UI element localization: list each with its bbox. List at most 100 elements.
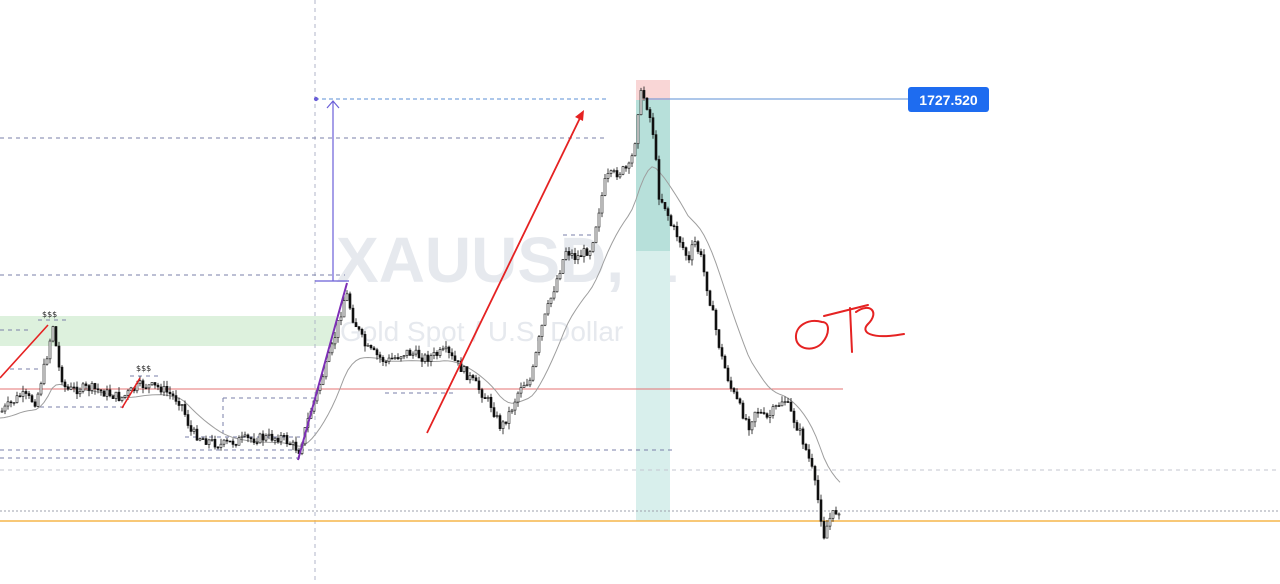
candle-body [384,361,388,363]
measure-arrowhead [326,100,340,109]
measure-tool[interactable] [313,96,350,282]
candle-body [525,384,529,387]
candle-body [807,449,811,459]
candle-body [834,510,838,515]
candle-body [231,440,235,445]
candle-body [432,352,436,356]
candle-body [594,226,598,243]
candle-body [294,441,298,451]
candle-body [9,401,13,404]
candle-body [462,366,466,372]
candle-body [15,395,19,403]
candle-body [153,382,157,386]
candle-body [792,410,796,423]
candle-body [831,510,835,519]
candle-body [687,255,691,261]
candle-body [210,439,214,441]
candle-body [414,349,418,355]
candle-body [828,517,832,527]
candle-body [147,384,151,389]
candle-body [816,479,820,501]
candle-body [717,329,721,348]
candle-body [180,404,184,406]
candle-body [57,345,61,368]
candle-body [18,395,22,398]
candle-body [144,387,148,389]
candle-body [321,376,325,385]
candle-body [543,313,547,326]
candle-body [780,401,784,407]
candle-body [597,212,601,228]
candle-body [654,134,658,160]
candle-body [282,435,286,437]
candle-body [12,402,16,404]
candle-body [468,375,472,381]
candle-body [627,162,631,169]
candle-body [120,396,124,401]
candle-body [789,401,793,412]
candle-body [474,377,478,382]
candle-body [279,435,283,443]
candle-body [456,360,460,362]
candle-body [804,443,808,450]
price-tag[interactable]: 1727.520 [908,87,989,112]
candle-body [336,320,340,339]
candle-body [582,248,586,258]
candle-body [762,412,766,414]
candle-body [642,90,646,99]
candle-body [801,428,805,445]
candle-body [273,437,277,441]
candle-body [111,395,115,399]
candle-body [342,300,346,318]
take-profit-zone-light[interactable] [636,251,670,521]
candle-body [363,334,367,347]
candle-body [369,344,373,349]
candle-body [603,178,607,196]
candle-body [810,457,814,467]
candle-body [168,391,172,395]
purple-leg-line[interactable] [297,282,348,461]
candle-body [387,357,391,362]
candle-body [357,326,361,330]
red-leg-lines[interactable] [0,324,141,409]
candle-body [813,466,817,481]
candle-body [678,236,682,243]
candle-body [183,404,187,415]
candle-body [60,366,64,383]
candle-body [546,303,550,315]
candle-body [243,434,247,437]
candle-body [564,251,568,260]
candle-body [513,401,517,411]
candle-body [495,415,499,417]
candle-body [195,428,199,441]
trend-arrow[interactable] [426,110,584,434]
candle-body [225,439,229,442]
candle-body [705,271,709,292]
candle-body [723,355,727,369]
candle-body [819,499,823,522]
candle-body [522,385,526,388]
candle-body [732,388,736,393]
candle-body [216,446,220,449]
candle-body [510,409,514,413]
candle-body [768,415,772,418]
candle-body [552,291,556,299]
candle-body [72,386,76,389]
candle-body [33,401,37,407]
candle-body [354,322,358,328]
candle-body [117,391,121,401]
candle-body [570,253,574,256]
handwritten-note[interactable] [794,304,905,353]
candle-body [258,433,262,444]
candle-body [744,418,748,420]
candle-body [66,386,70,390]
candle-body [201,438,205,440]
leg-line [0,324,49,379]
candle-body [477,380,481,390]
candle-body [399,356,403,360]
candle-body [630,155,634,164]
moving-average-line[interactable] [0,166,841,483]
candle-body [177,401,181,406]
candle-body [480,389,484,398]
